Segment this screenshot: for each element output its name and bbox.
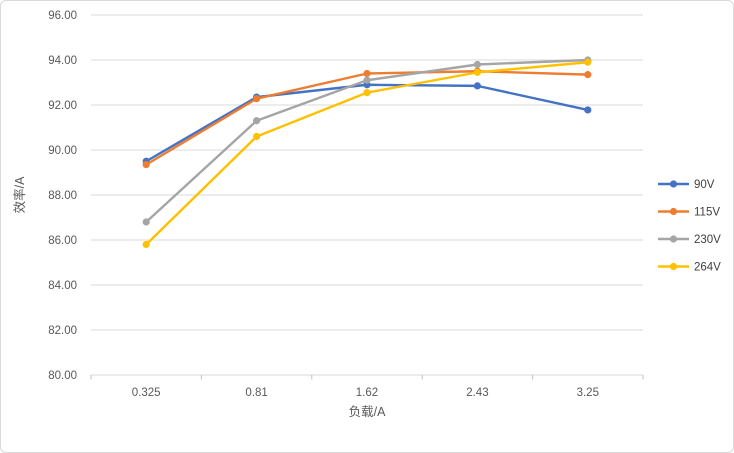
- y-axis-title: 效率/A: [12, 176, 27, 213]
- legend: 90V 115V 230V 264V: [658, 179, 721, 274]
- data-point-115V: [584, 71, 592, 79]
- legend-label: 115V: [694, 207, 720, 219]
- x-tick-label: 0.325: [132, 387, 161, 399]
- data-point-90V: [473, 82, 481, 90]
- legend-point-marker: [669, 180, 678, 188]
- y-tick-label: 80.00: [48, 370, 77, 382]
- x-tick-label: 1.62: [356, 387, 378, 399]
- legend-item-90V: 90V: [658, 179, 715, 191]
- x-tick-label: 0.81: [245, 387, 267, 399]
- y-tick-label: 88.00: [48, 190, 77, 202]
- y-tick-label: 84.00: [48, 280, 77, 292]
- series-lines: [142, 56, 592, 249]
- legend-label: 264V: [694, 262, 721, 274]
- legend-item-264V: 264V: [658, 262, 721, 274]
- x-axis-line-and-ticks: [90, 374, 644, 380]
- legend-label: 230V: [694, 234, 721, 246]
- data-point-264V: [584, 58, 592, 66]
- legend-point-marker: [669, 207, 678, 216]
- y-tick-label: 86.00: [48, 235, 77, 247]
- legend-item-115V: 115V: [658, 207, 720, 219]
- data-point-115V: [363, 69, 371, 78]
- axis-tick-labels: 80.00 82.00 84.00 86.00 88.00 90.00 92.00 94.00…: [48, 10, 599, 399]
- legend-point-marker: [669, 235, 678, 243]
- data-point-230V: [363, 76, 371, 84]
- gridlines: [91, 14, 643, 376]
- x-tick-label: 2.43: [466, 387, 488, 399]
- data-point-115V: [142, 161, 150, 169]
- data-point-264V: [473, 68, 481, 76]
- legend-item-230V: 230V: [658, 234, 721, 246]
- legend-label: 90V: [694, 179, 715, 191]
- y-tick-label: 82.00: [48, 325, 77, 337]
- data-point-264V: [253, 132, 261, 141]
- data-point-115V: [253, 95, 261, 103]
- y-tick-label: 94.00: [48, 55, 77, 67]
- data-point-230V: [142, 218, 150, 226]
- y-tick-label: 92.00: [48, 100, 77, 112]
- data-point-230V: [253, 117, 261, 125]
- data-point-90V: [584, 106, 592, 114]
- legend-point-marker: [669, 262, 678, 271]
- data-point-264V: [363, 89, 371, 97]
- x-tick-label: 3.25: [577, 387, 599, 399]
- y-tick-label: 96.00: [48, 10, 77, 22]
- data-point-264V: [142, 240, 150, 249]
- y-tick-label: 90.00: [48, 145, 77, 157]
- data-point-230V: [473, 60, 481, 69]
- x-axis-title: 负载/A: [349, 405, 386, 419]
